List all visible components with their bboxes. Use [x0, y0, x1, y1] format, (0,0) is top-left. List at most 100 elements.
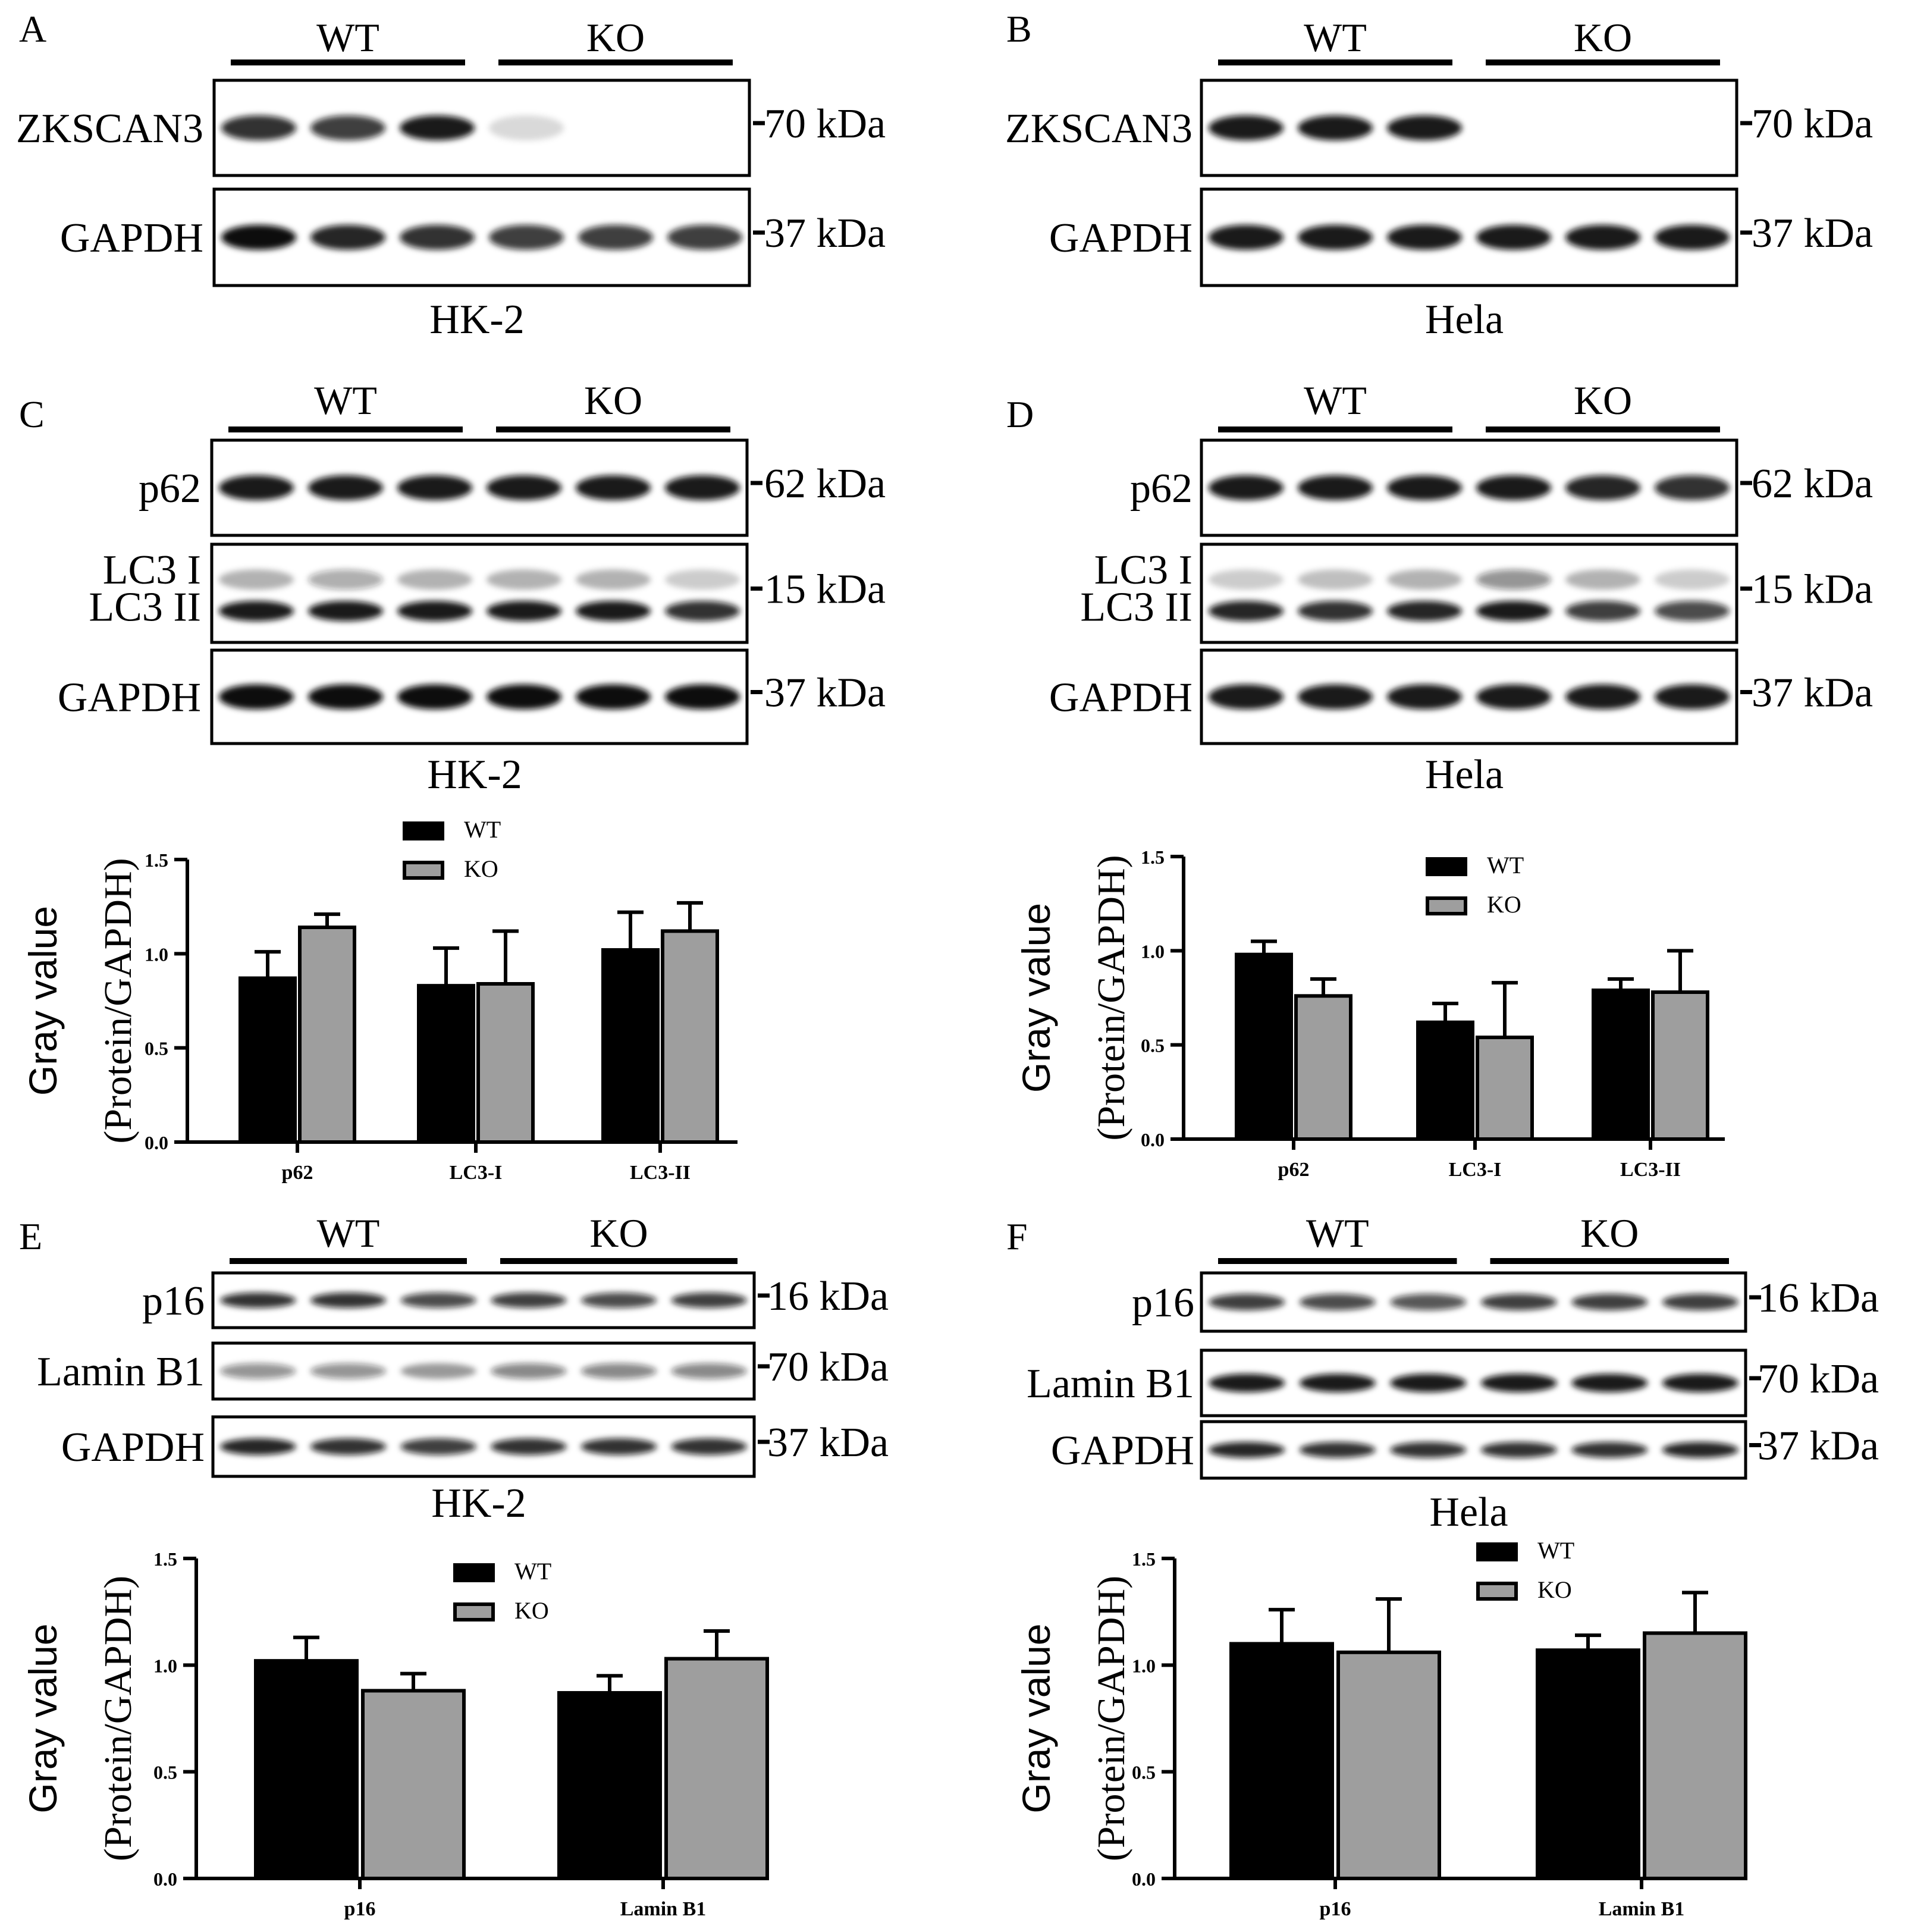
x-tick-label: LC3-II [630, 1162, 691, 1184]
legend-swatch-ko [1476, 1582, 1518, 1601]
band [1209, 1442, 1285, 1458]
band [397, 684, 472, 710]
panel-letter: C [19, 393, 45, 435]
band [397, 601, 472, 622]
band [576, 569, 651, 590]
kda-label: 15 kDa [764, 567, 886, 613]
band [1387, 569, 1462, 590]
protein-label: LC3 I [103, 547, 201, 593]
blot-row: Lamin B1 70 kDa [37, 1341, 889, 1401]
band [400, 1293, 476, 1308]
y-tick-label: 1.5 [153, 1548, 177, 1570]
legend-label-ko: KO [1537, 1576, 1572, 1603]
band [1662, 1442, 1738, 1458]
band [1565, 601, 1640, 622]
blot-frame [210, 648, 749, 745]
band [308, 569, 383, 590]
band [310, 115, 385, 140]
y-axis-label-unit: (Protein/GAPDH) [96, 1576, 140, 1861]
kda-label: 37 kDa [1752, 670, 1873, 716]
protein-label: GAPDH [58, 675, 201, 721]
y-tick-label: 0.5 [1141, 1035, 1165, 1056]
band [1298, 225, 1373, 250]
cell-line-label: HK-2 [427, 752, 522, 798]
protein-label: p62 [1130, 466, 1192, 512]
band [1476, 225, 1551, 250]
protein-label: Lamin B1 [1027, 1361, 1194, 1407]
bar-chart-f: 0.0 0.5 1.0 1.5 Gray value (Protein/GAPDH) p16… [1014, 1537, 1747, 1920]
panel-letter: B [1006, 8, 1032, 50]
blot-frame [1200, 648, 1738, 745]
blot-frame [210, 542, 749, 644]
legend-label-ko: KO [464, 855, 498, 882]
band [1209, 1373, 1285, 1392]
band [1387, 225, 1462, 250]
group-label-ko: KO [1580, 1210, 1639, 1256]
blot-panel-e: E WT KO p16 16 kDa Lamin B1 70 kDa GAPDH 37 kDa H… [19, 1210, 889, 1526]
band [671, 1363, 747, 1379]
blot-frame [212, 79, 751, 177]
group-label-ko: KO [589, 1210, 648, 1256]
band [665, 569, 740, 590]
x-tick-label: p16 [1320, 1898, 1351, 1920]
panel-letter: F [1006, 1215, 1028, 1257]
blot-row: GAPDH 37 kDa [58, 648, 886, 745]
band [1209, 225, 1283, 250]
band [308, 601, 383, 622]
band [1655, 569, 1730, 590]
protein-label: GAPDH [1049, 215, 1192, 261]
y-axis-label: Gray value [1014, 1623, 1058, 1813]
band [671, 1438, 747, 1455]
y-tick-label: 0.5 [145, 1038, 168, 1059]
band [1655, 225, 1730, 250]
legend-swatch-ko [453, 1602, 495, 1622]
group-label-wt: WT [1306, 1210, 1369, 1256]
band [400, 1363, 476, 1379]
blot-row: p62 62 kDa [139, 438, 886, 537]
y-axis-label: Gray value [21, 906, 65, 1096]
bar-ko [476, 982, 535, 1144]
blot-frame [1200, 438, 1738, 537]
band [1209, 601, 1283, 622]
band [1480, 1373, 1557, 1392]
kda-label: 37 kDa [767, 1420, 889, 1466]
bar-ko [664, 1657, 769, 1880]
bar-wt [1536, 1648, 1640, 1880]
group-label-ko: KO [1574, 378, 1632, 423]
band [580, 1363, 657, 1379]
y-tick-label: 0.0 [1132, 1868, 1156, 1890]
bar-ko [361, 1689, 466, 1880]
band [1298, 601, 1373, 622]
kda-label: 37 kDa [764, 211, 886, 256]
kda-label: 70 kDa [764, 101, 886, 147]
bar-wt [1229, 1642, 1334, 1880]
band [1655, 601, 1730, 622]
band [576, 601, 651, 622]
group-label-ko: KO [584, 378, 642, 423]
blot-frame [212, 187, 751, 287]
band [491, 1363, 567, 1379]
group-label-wt: WT [316, 15, 379, 60]
panel-letter: A [19, 8, 46, 50]
legend-swatch-ko [403, 861, 444, 880]
kda-label: 15 kDa [1752, 567, 1873, 613]
bar-wt [417, 984, 475, 1144]
y-tick-label: 0.5 [1132, 1762, 1156, 1783]
bar-wt [1235, 952, 1293, 1141]
y-tick-label: 1.5 [1141, 846, 1165, 868]
band [580, 1438, 657, 1455]
band [1390, 1373, 1467, 1392]
blot-frame [211, 1341, 756, 1401]
band [397, 569, 472, 590]
band [397, 475, 472, 500]
blot-frame [1200, 1348, 1747, 1417]
kda-label: 70 kDa [1758, 1356, 1879, 1402]
blot-frame [211, 1415, 756, 1478]
band [1571, 1442, 1648, 1458]
band [665, 684, 740, 710]
band [1655, 475, 1730, 500]
band [1565, 225, 1640, 250]
group-label-wt: WT [317, 1210, 380, 1256]
